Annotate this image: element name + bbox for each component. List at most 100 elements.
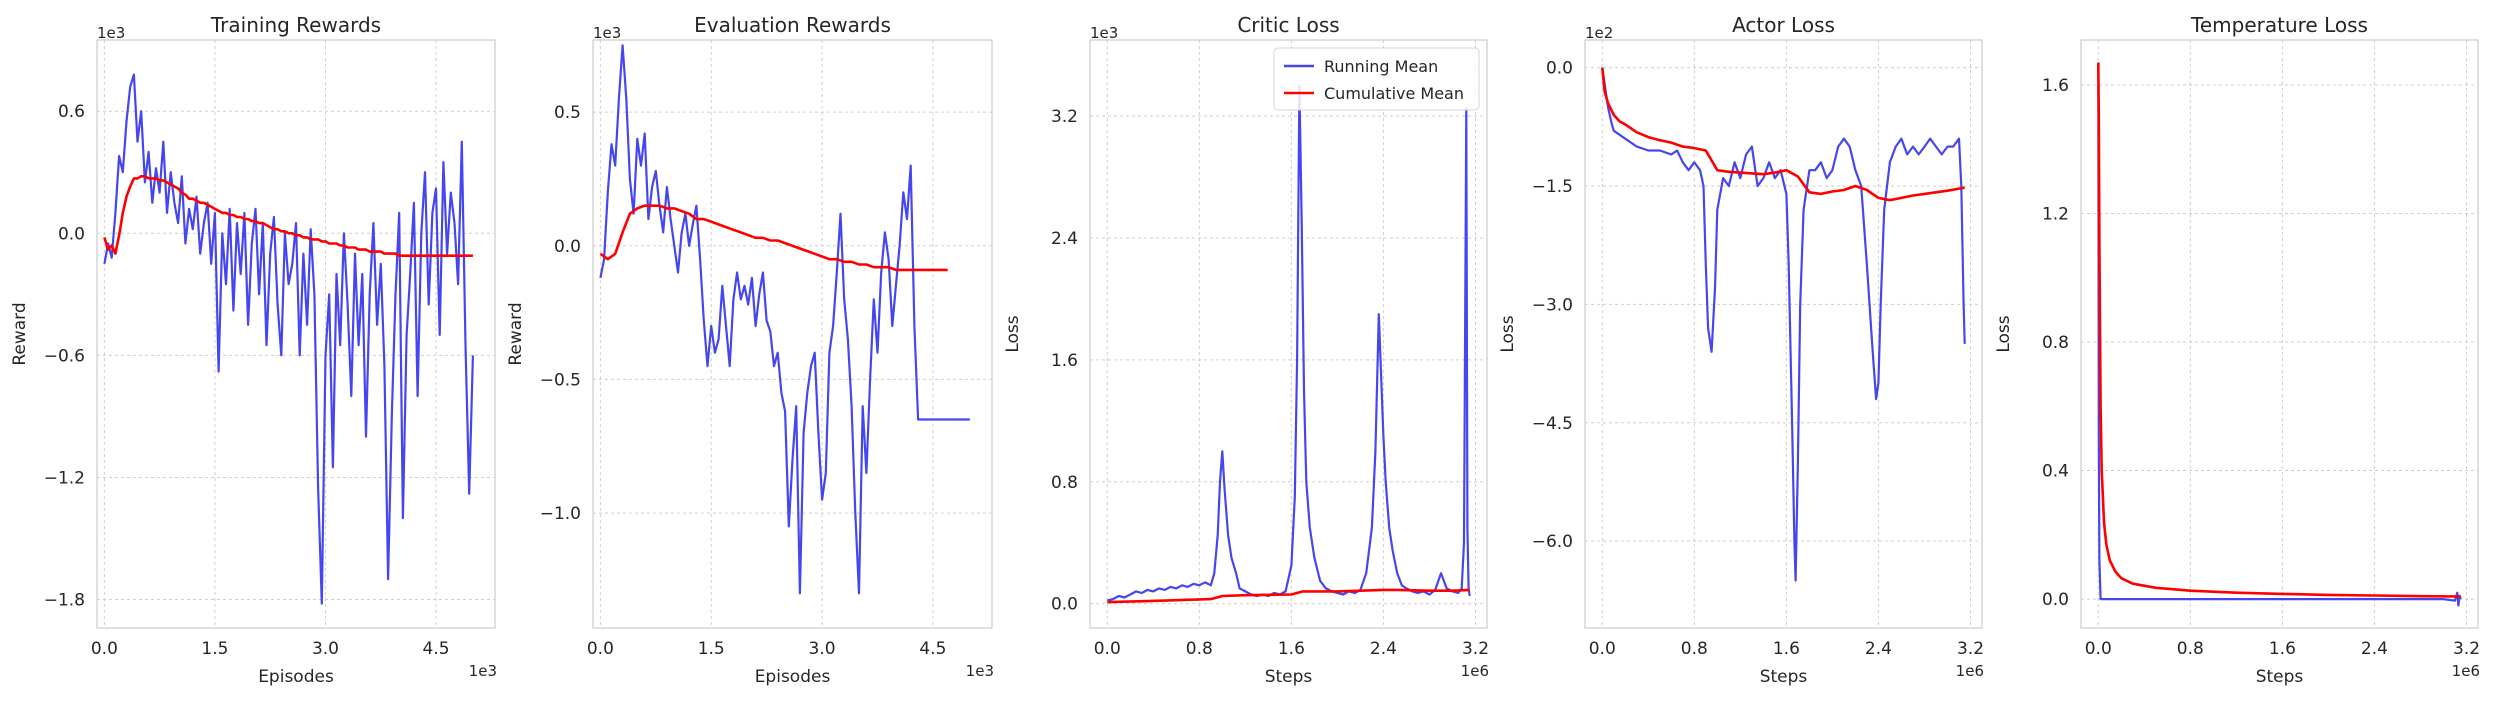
y-offset-label: 1e2 <box>1585 24 1613 42</box>
chart-title: Critic Loss <box>1237 13 1339 37</box>
x-tick-label: 1.6 <box>2269 639 2296 659</box>
plot-area <box>1090 40 1487 628</box>
y-offset-label: 1e3 <box>1090 24 1118 42</box>
plot-frame <box>1584 39 1983 629</box>
x-axis-label: Steps <box>1265 667 1313 687</box>
x-tick-label: 3.0 <box>809 639 836 659</box>
x-tick-label: 2.4 <box>1865 639 1892 659</box>
chart-title: Temperature Loss <box>2190 13 2368 37</box>
y-tick-label: −4.5 <box>1532 414 1573 434</box>
x-tick-label: 4.5 <box>919 639 946 659</box>
x-tick-label: 0.0 <box>587 639 614 659</box>
x-tick-label: 1.5 <box>201 639 228 659</box>
x-tick-label: 2.4 <box>1370 639 1397 659</box>
legend-entry: Cumulative Mean <box>1324 84 1464 103</box>
plot-area <box>593 40 992 628</box>
chart-title: Actor Loss <box>1732 13 1835 37</box>
y-tick-label: −3.0 <box>1532 295 1573 315</box>
legend-entry: Running Mean <box>1324 57 1438 76</box>
y-tick-label: −1.8 <box>44 591 85 611</box>
series-line-cumulative-mean <box>2097 62 2461 598</box>
series-line-cumulative-mean <box>599 204 948 272</box>
x-tick-label: 4.5 <box>423 639 450 659</box>
chart-panel-3: 0.0 0.8 1.6 2.4 3.2 0.0 0.8 1.6 2.4 3.2 Critic Los… <box>1003 13 1489 687</box>
y-offset-label: 1e3 <box>593 24 621 42</box>
x-tick-label: 3.2 <box>2453 639 2480 659</box>
plot-frame <box>96 39 496 629</box>
x-tick-label: 3.2 <box>1462 639 1489 659</box>
y-tick-label: 0.0 <box>58 224 85 244</box>
y-tick-label: 0.0 <box>554 237 581 257</box>
x-offset-label: 1e3 <box>966 662 994 680</box>
y-tick-label: −6.0 <box>1532 532 1573 552</box>
x-tick-label: 3.2 <box>1957 639 1984 659</box>
plot-frame <box>592 39 993 629</box>
x-tick-label: 1.6 <box>1773 639 1800 659</box>
y-tick-label: 0.4 <box>2042 462 2069 482</box>
series-line-cumulative-mean <box>1601 67 1965 202</box>
x-offset-label: 1e6 <box>2452 662 2480 680</box>
y-tick-label: 0.8 <box>2042 333 2069 353</box>
y-tick-label: 0.8 <box>1051 473 1078 493</box>
y-tick-label: −1.5 <box>1532 177 1573 197</box>
plot-area <box>97 40 495 628</box>
series-line-running-mean <box>1107 84 1471 602</box>
plot-frame <box>1089 39 1488 629</box>
y-axis-label: Reward <box>506 302 526 365</box>
y-tick-label: −1.0 <box>540 504 581 524</box>
x-tick-label: 1.5 <box>698 639 725 659</box>
y-tick-label: 0.0 <box>2042 590 2069 610</box>
chart-panel-5: 0.0 0.8 1.6 2.4 3.2 0.0 0.4 0.8 1.2 1.6 Temperatur… <box>1994 13 2480 687</box>
y-axis-label: Loss <box>1498 315 1518 352</box>
y-tick-label: 0.0 <box>1051 595 1078 615</box>
y-axis-label: Reward <box>10 302 30 365</box>
x-tick-label: 0.0 <box>1094 639 1121 659</box>
legend: Running Mean Cumulative Mean <box>1273 47 1480 111</box>
y-axis-label: Loss <box>1994 315 2014 352</box>
x-axis-label: Steps <box>1760 667 1808 687</box>
y-tick-label: 1.6 <box>2042 76 2069 96</box>
x-tick-label: 0.8 <box>1186 639 1213 659</box>
x-tick-label: 0.8 <box>2177 639 2204 659</box>
x-tick-label: 2.4 <box>2361 639 2388 659</box>
chart-title: Training Rewards <box>210 13 381 37</box>
x-tick-label: 0.0 <box>2085 639 2112 659</box>
y-tick-label: 1.6 <box>1051 351 1078 371</box>
chart-panel-4: 0.0 0.8 1.6 2.4 3.2 −6.0 −4.5 −3.0 −1.5 0.0 Actor … <box>1498 13 1984 687</box>
y-tick-label: 2.4 <box>1051 229 1078 249</box>
plot-area <box>1585 40 1982 628</box>
y-axis-label: Loss <box>1003 315 1023 352</box>
x-offset-label: 1e6 <box>1461 662 1489 680</box>
series-line-running-mean <box>103 73 474 605</box>
x-tick-label: 3.0 <box>312 639 339 659</box>
x-offset-label: 1e3 <box>469 662 497 680</box>
y-tick-label: 0.6 <box>58 102 85 122</box>
x-tick-label: 0.0 <box>1589 639 1616 659</box>
series-line-running-mean <box>2097 68 2462 607</box>
x-tick-label: 0.0 <box>91 639 118 659</box>
x-axis-label: Episodes <box>755 667 831 687</box>
series-line-running-mean <box>1601 67 1966 582</box>
x-offset-label: 1e6 <box>1956 662 1984 680</box>
y-tick-label: 0.0 <box>1546 59 1573 79</box>
y-tick-label: 3.2 <box>1051 107 1078 127</box>
chart-panel-2: 0.0 1.5 3.0 4.5 −1.0 −0.5 0.0 0.5 Evaluation Rew… <box>506 13 994 687</box>
x-tick-label: 0.8 <box>1681 639 1708 659</box>
x-axis-label: Episodes <box>258 667 334 687</box>
x-tick-label: 1.6 <box>1278 639 1305 659</box>
y-tick-label: 1.2 <box>2042 205 2069 225</box>
series-line-cumulative-mean <box>103 175 473 257</box>
series-line-cumulative-mean <box>1107 588 1470 604</box>
y-tick-label: −1.2 <box>44 468 85 488</box>
chart-panel-1: 0.0 1.5 3.0 4.5 −1.8 −1.2 −0.6 0.0 0.6 Training R… <box>10 13 497 687</box>
x-axis-label: Steps <box>2256 667 2304 687</box>
y-tick-label: −0.6 <box>44 346 85 366</box>
chart-title: Evaluation Rewards <box>694 13 891 37</box>
legend-box <box>1273 47 1480 111</box>
series-line-running-mean <box>599 44 970 595</box>
plot-area <box>2081 40 2478 628</box>
plot-frame <box>2080 39 2479 629</box>
y-tick-label: 0.5 <box>554 103 581 123</box>
